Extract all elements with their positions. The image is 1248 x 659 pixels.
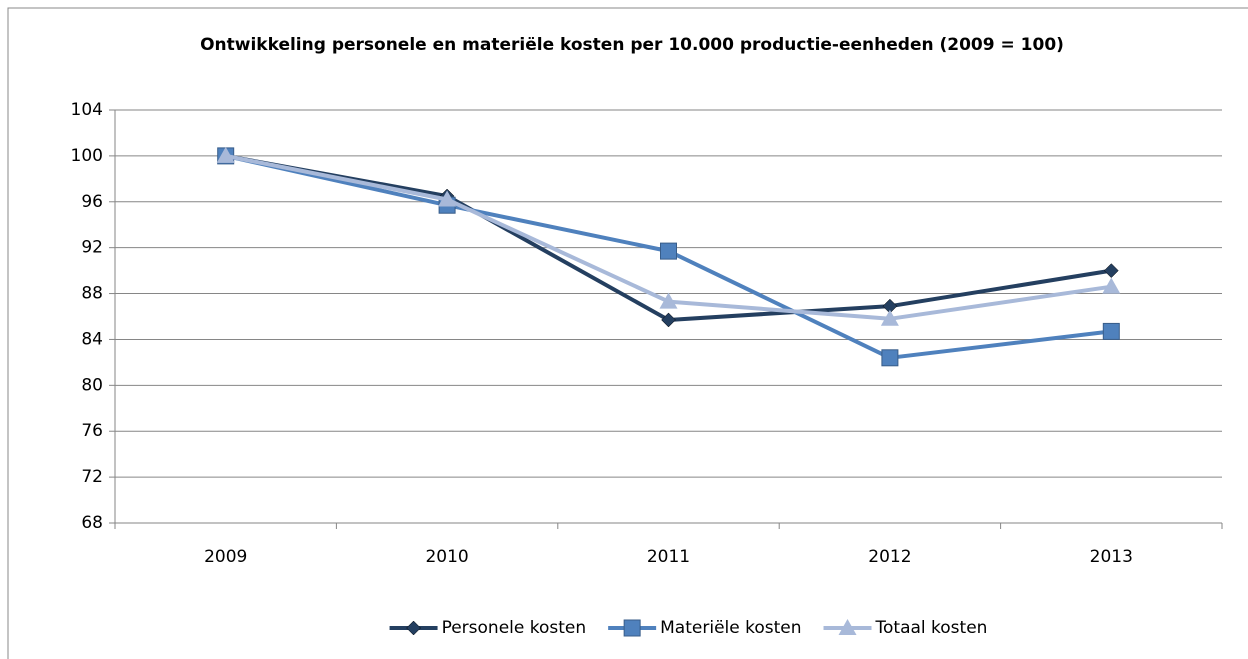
legend-label: Totaal kosten <box>875 618 988 638</box>
chart-title: Ontwikkeling personele en materiële kost… <box>200 35 1064 55</box>
y-tick-label: 72 <box>81 467 103 487</box>
y-tick-label: 76 <box>81 421 103 441</box>
marker <box>1102 322 1120 340</box>
marker <box>660 242 677 260</box>
x-tick-label: 2009 <box>204 547 247 567</box>
y-tick-label: 100 <box>71 146 103 166</box>
legend: Personele kosten Materiële kosten Totaal k… <box>389 618 988 638</box>
y-tick-label: 88 <box>81 284 103 304</box>
y-tick-label: 84 <box>81 329 103 349</box>
legend-label: Materiële kosten <box>660 618 801 638</box>
x-tick-label: 2011 <box>647 547 690 567</box>
y-tick-label: 96 <box>81 192 103 212</box>
y-tick-label: 68 <box>81 513 103 533</box>
marker <box>438 190 457 207</box>
marker <box>659 292 678 309</box>
marker <box>661 312 676 328</box>
y-tick-label: 80 <box>81 375 103 395</box>
x-tick-label: 2010 <box>425 547 468 567</box>
marker <box>1103 263 1119 278</box>
x-tick-label: 2012 <box>868 547 911 567</box>
x-tick-label: 2013 <box>1090 547 1133 567</box>
y-tick-label: 92 <box>81 238 103 258</box>
marker <box>838 619 857 635</box>
marker <box>881 349 899 367</box>
marker <box>880 309 899 326</box>
marker <box>1102 277 1121 294</box>
marker <box>406 620 421 636</box>
y-tick-label: 104 <box>71 100 103 120</box>
chart-frame <box>7 7 1248 659</box>
marker <box>623 619 641 637</box>
marker <box>216 146 235 163</box>
legend-label: Personele kosten <box>442 618 587 638</box>
